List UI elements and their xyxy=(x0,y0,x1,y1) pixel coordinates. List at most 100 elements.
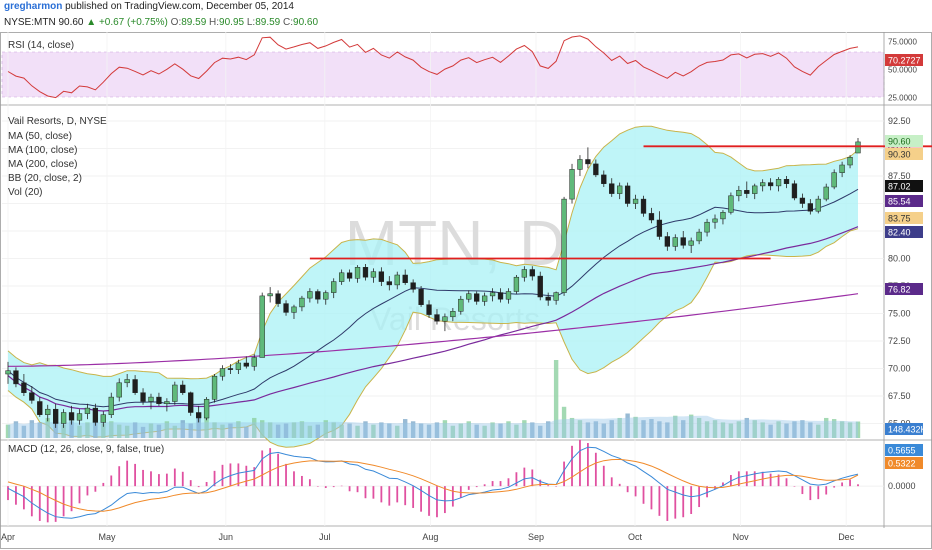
volume-bar xyxy=(172,425,178,438)
legend-bb[interactable]: BB (20, close, 2) xyxy=(8,173,82,184)
candle-body xyxy=(76,413,83,421)
macd-histogram-bar xyxy=(809,486,812,501)
price-tag: 82.40 xyxy=(888,228,911,238)
candle-body xyxy=(29,392,35,401)
volume-bar xyxy=(156,424,162,438)
volume-bar xyxy=(553,360,559,438)
macd-histogram-bar xyxy=(340,485,343,487)
legend-ma100[interactable]: MA (100, close) xyxy=(8,145,78,156)
macd-histogram-bar xyxy=(602,465,605,487)
volume-bar xyxy=(577,420,583,438)
rsi-tag-bg xyxy=(885,54,923,66)
macd-histogram-bar xyxy=(753,471,756,487)
macd-histogram-bar xyxy=(698,486,701,508)
low-value: 89.59 xyxy=(255,17,281,28)
volume-bar xyxy=(617,417,622,438)
macd-histogram-bar xyxy=(571,445,573,487)
quote-line: NYSE:MTN 90.60 ▲ +0.67 (+0.75%) O:89.59 … xyxy=(4,17,318,28)
legend-volume[interactable]: Vol (20) xyxy=(8,187,43,198)
rsi-label[interactable]: RSI (14, close) xyxy=(8,40,75,51)
rsi-tick-label: 50.0000 xyxy=(888,66,917,75)
macd-histogram-bar xyxy=(428,486,430,516)
macd-histogram-bar xyxy=(356,486,359,493)
macd-histogram-bar xyxy=(650,486,653,510)
macd-histogram-bar xyxy=(451,486,454,507)
volume-bar xyxy=(824,417,829,438)
candle-body xyxy=(124,379,130,384)
macd-histogram-bar xyxy=(102,482,105,487)
macd-histogram-bar xyxy=(674,486,677,519)
candle-body xyxy=(656,219,663,237)
volume-bar xyxy=(260,420,265,438)
candle-body xyxy=(752,185,758,194)
candle-body xyxy=(704,221,710,233)
macd-histogram-bar xyxy=(229,463,232,487)
volume-bar xyxy=(593,421,599,438)
candle-body xyxy=(331,281,337,293)
volume-tag: 148.432K xyxy=(888,425,927,435)
macd-histogram-bar xyxy=(38,486,41,521)
volume-bar xyxy=(196,415,201,438)
candle-body xyxy=(203,399,210,419)
volume-bar xyxy=(704,421,710,438)
volume-bar xyxy=(633,416,638,438)
x-tick-label: Sep xyxy=(528,532,544,542)
volume-bar xyxy=(831,419,837,438)
volume-bar xyxy=(458,423,464,438)
candle-body xyxy=(338,272,345,282)
author-name[interactable]: gregharmon xyxy=(4,1,63,12)
candle-body xyxy=(593,163,599,176)
volume-bar xyxy=(339,424,344,438)
macd-histogram-bar xyxy=(539,479,542,487)
candle-body xyxy=(37,401,43,415)
volume-bar xyxy=(252,417,257,438)
macd-histogram-bar xyxy=(777,474,780,487)
y-tick-label: 72.50 xyxy=(888,336,911,346)
volume-bar xyxy=(323,420,328,438)
macd-histogram-bar xyxy=(499,481,502,487)
volume-bar xyxy=(474,424,479,438)
volume-bar xyxy=(13,421,19,438)
macd-histogram-bar xyxy=(523,467,526,487)
volume-bar xyxy=(728,423,734,438)
candle-body xyxy=(799,197,806,204)
candle-body xyxy=(521,269,528,278)
volume-bar xyxy=(855,421,861,438)
volume-bar xyxy=(696,417,702,438)
candle-body xyxy=(497,292,504,300)
macd-histogram-bar xyxy=(173,468,176,487)
macd-histogram-bar xyxy=(110,475,113,487)
macd-histogram-bar xyxy=(285,463,287,487)
volume-bar xyxy=(212,422,217,438)
macd-histogram-bar xyxy=(825,486,828,495)
legend-symbol[interactable]: Vail Resorts, D, NYSE xyxy=(8,116,107,127)
candle-body xyxy=(688,240,694,246)
volume-bar xyxy=(291,422,297,438)
volume-bar xyxy=(816,424,821,438)
macd-histogram-bar xyxy=(165,473,168,487)
macd-histogram-bar xyxy=(269,448,272,487)
macd-histogram-bar xyxy=(587,443,589,487)
signal-tag-bg xyxy=(885,457,923,469)
macd-histogram-bar xyxy=(332,486,335,488)
candle-body xyxy=(775,179,782,187)
candle-body xyxy=(235,362,242,370)
macd-histogram-bar xyxy=(253,467,256,487)
volume-bar xyxy=(609,420,614,438)
macd-tag: 0.5655 xyxy=(888,446,916,456)
macd-histogram-bar xyxy=(785,478,788,487)
volume-bar xyxy=(450,425,456,438)
candle-body xyxy=(672,237,678,247)
legend-ma50[interactable]: MA (50, close) xyxy=(8,131,72,142)
candle-body xyxy=(299,297,305,308)
macd-histogram-bar xyxy=(348,486,351,492)
legend-ma200[interactable]: MA (200, close) xyxy=(8,159,78,170)
volume-bar xyxy=(712,420,718,438)
macd-label[interactable]: MACD (12, 26, close, 9, false, true) xyxy=(8,444,165,455)
candle-body xyxy=(609,183,615,194)
volume-bar xyxy=(379,422,384,438)
macd-histogram-bar xyxy=(189,480,192,487)
volume-bar xyxy=(768,424,773,438)
macd-histogram-bar xyxy=(205,481,208,487)
candle-body xyxy=(323,292,329,300)
